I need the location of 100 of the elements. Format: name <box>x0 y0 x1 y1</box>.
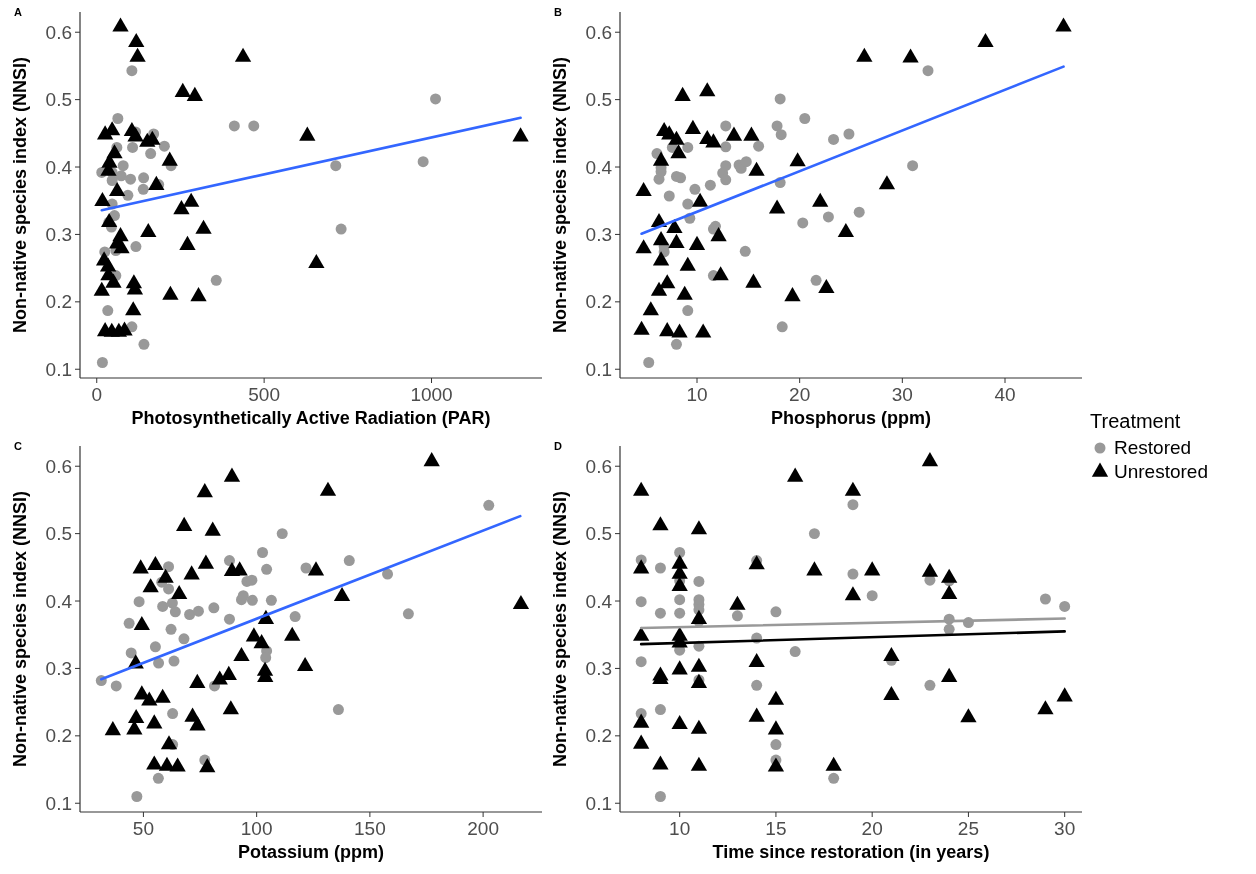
point <box>138 338 150 350</box>
x-tick-label: 15 <box>765 818 787 839</box>
y-axis-title: Non-native species index (NNSI) <box>10 490 30 768</box>
point <box>165 623 177 635</box>
point <box>105 273 122 288</box>
legend-label: Restored <box>1114 437 1192 458</box>
point <box>825 756 842 771</box>
point <box>128 32 145 48</box>
y-tick-label: 0.2 <box>585 291 612 313</box>
y-tick-label: 0.5 <box>45 523 72 545</box>
point <box>261 563 273 575</box>
point <box>941 568 958 583</box>
point <box>704 179 716 191</box>
point <box>222 700 239 715</box>
x-axis-title: Potassium (ppm) <box>237 842 385 862</box>
point <box>234 47 252 62</box>
x-axis-title: Time since restoration (in years) <box>712 842 990 862</box>
point <box>153 657 165 669</box>
point <box>635 239 652 254</box>
x-tick-label: 20 <box>789 384 811 405</box>
point <box>154 688 171 703</box>
chart-title: B <box>554 6 562 18</box>
point <box>674 607 686 619</box>
y-axis-title: Non-native species index (NNSI) <box>550 490 570 768</box>
point <box>725 126 743 141</box>
legend-label: Unrestored <box>1114 461 1208 482</box>
point <box>122 189 134 201</box>
point <box>767 757 785 772</box>
point <box>265 594 277 606</box>
point <box>260 652 272 664</box>
point <box>864 561 881 576</box>
point <box>768 199 786 214</box>
point <box>196 483 213 498</box>
point <box>691 192 709 207</box>
point <box>828 133 840 145</box>
point <box>671 323 688 338</box>
point <box>423 452 440 467</box>
y-tick-label: 0.6 <box>45 21 72 43</box>
point <box>671 660 688 675</box>
point <box>257 547 269 558</box>
y-tick-label: 0.3 <box>585 224 612 246</box>
point <box>158 140 170 152</box>
point <box>189 716 206 731</box>
x-tick-label: 25 <box>957 818 979 839</box>
x-tick-label: 40 <box>994 384 1016 405</box>
point <box>343 555 355 567</box>
point <box>729 595 746 610</box>
point <box>812 192 829 207</box>
x-tick-label: 10 <box>669 818 691 839</box>
y-tick-label: 0.1 <box>585 358 612 380</box>
point <box>806 561 823 576</box>
y-tick-label: 0.4 <box>585 590 613 612</box>
point <box>674 594 686 606</box>
point <box>652 516 669 531</box>
point <box>799 113 811 124</box>
point <box>173 200 190 215</box>
point <box>248 120 260 132</box>
point <box>743 126 760 141</box>
point <box>797 217 809 229</box>
point <box>960 708 977 723</box>
y-tick-label: 0.4 <box>45 590 73 612</box>
point <box>145 148 157 160</box>
point <box>844 586 862 601</box>
point <box>924 679 936 691</box>
y-tick-label: 0.5 <box>45 89 72 111</box>
point <box>125 647 137 659</box>
point <box>668 233 685 248</box>
point <box>1039 593 1051 605</box>
point <box>663 190 675 202</box>
point <box>853 206 865 218</box>
point <box>688 235 706 250</box>
point <box>1037 700 1054 715</box>
point <box>682 198 694 210</box>
point <box>299 126 316 141</box>
point <box>512 594 530 610</box>
point <box>163 583 175 595</box>
point <box>720 141 732 153</box>
point <box>430 93 442 105</box>
point <box>705 133 722 148</box>
point <box>670 338 682 350</box>
y-tick-label: 0.1 <box>45 792 72 814</box>
x-tick-label: 50 <box>132 818 154 839</box>
y-tick-label: 0.6 <box>585 21 612 43</box>
y-tick-label: 0.1 <box>585 792 612 814</box>
point <box>652 251 670 266</box>
point <box>676 285 693 300</box>
point <box>204 521 221 536</box>
point <box>289 611 301 623</box>
point <box>183 565 200 580</box>
point <box>100 212 118 227</box>
point <box>652 755 669 770</box>
y-tick-label: 0.3 <box>45 658 72 680</box>
point <box>109 181 126 196</box>
point <box>633 734 650 749</box>
point <box>157 600 169 612</box>
point <box>142 578 159 593</box>
point <box>169 606 181 618</box>
chart-title: A <box>14 6 22 18</box>
point <box>690 520 708 535</box>
y-tick-label: 0.6 <box>45 455 72 477</box>
